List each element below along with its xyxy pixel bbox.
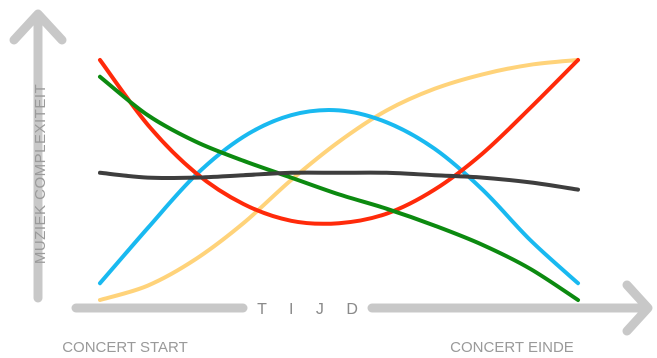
x-axis bbox=[71, 280, 653, 336]
series-line-1 bbox=[98, 58, 580, 302]
x-axis-label: T I J D bbox=[257, 301, 367, 318]
series-line-3 bbox=[98, 58, 580, 226]
series-line-2 bbox=[98, 108, 580, 286]
series-layer bbox=[98, 58, 580, 302]
series-line-5 bbox=[98, 170, 580, 192]
y-axis-arrowhead bbox=[9, 9, 67, 45]
y-axis-label: MUZIEK COMPLEXITEIT bbox=[32, 84, 49, 264]
x-end-label: CONCERT EINDE bbox=[450, 339, 574, 356]
series-line-4 bbox=[98, 74, 580, 302]
x-axis-arrowhead bbox=[622, 280, 653, 336]
y-axis bbox=[9, 9, 67, 303]
x-start-label: CONCERT START bbox=[62, 339, 188, 356]
